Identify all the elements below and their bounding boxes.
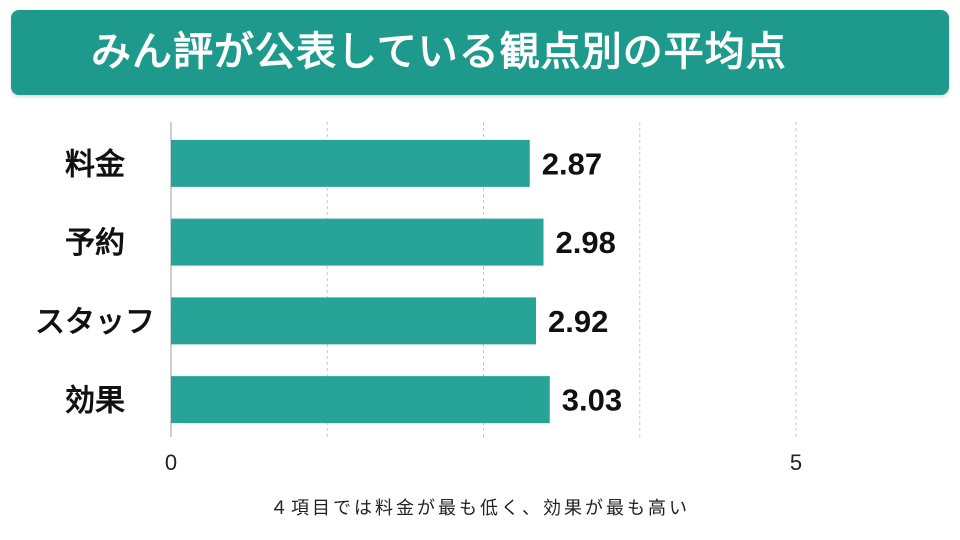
value-label: 2.98 (556, 225, 616, 260)
bar (171, 139, 530, 187)
bar (171, 376, 550, 424)
category-label: 効果 (65, 384, 125, 419)
value-label: 2.92 (548, 304, 608, 339)
bars (171, 139, 550, 424)
chart-caption: ４項目では料金が最も低く、効果が最も高い (270, 498, 690, 519)
x-tick-label: 0 (165, 450, 177, 475)
category-label: 料金 (65, 147, 126, 182)
labels: 料金 2.87 予約 2.98 スタッフ 2.92 効果 3.03 0 5 (35, 146, 802, 475)
chart-title: みん評が公表している観点別の平均点 (91, 29, 787, 75)
x-tick-label: 5 (790, 450, 802, 475)
value-label: 2.87 (542, 146, 602, 181)
bar (171, 297, 536, 345)
title-banner: みん評が公表している観点別の平均点 (11, 10, 949, 95)
bar (171, 218, 544, 266)
value-label: 3.03 (562, 383, 622, 418)
category-label: 予約 (65, 226, 125, 261)
category-label: スタッフ (35, 305, 155, 340)
